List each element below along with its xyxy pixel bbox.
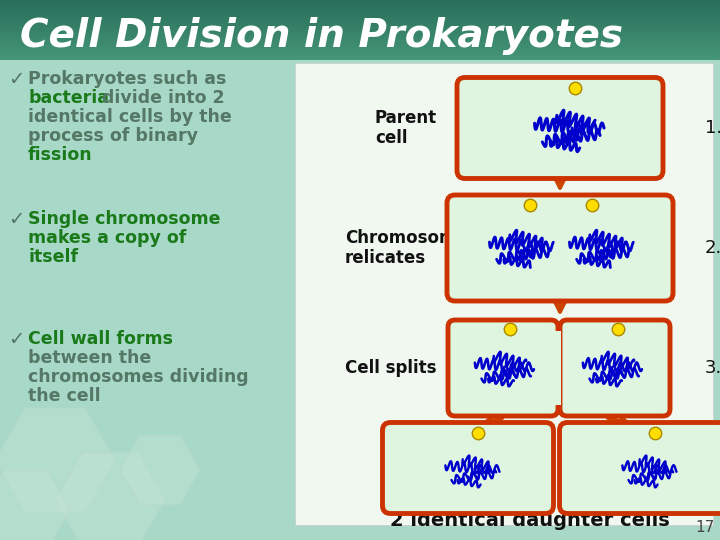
Bar: [0, 8, 720, 9]
Text: Chromosome
relicates: Chromosome relicates: [345, 228, 468, 267]
FancyBboxPatch shape: [448, 320, 558, 416]
Bar: [0, 17, 720, 18]
Bar: [0, 47, 720, 48]
Bar: [0, 31, 720, 32]
Bar: [0, 4, 720, 5]
Text: Single chromosome: Single chromosome: [28, 210, 220, 228]
Bar: [0, 2, 720, 3]
Bar: [0, 23, 720, 24]
Text: 2.: 2.: [705, 239, 720, 257]
Text: 4.: 4.: [705, 459, 720, 477]
Text: identical cells by the: identical cells by the: [28, 108, 232, 126]
Text: 17: 17: [696, 521, 715, 536]
Text: 2 identical daughter cells: 2 identical daughter cells: [390, 510, 670, 530]
Bar: [0, 44, 720, 45]
Bar: [0, 28, 720, 29]
Bar: [0, 12, 720, 13]
Bar: [0, 9, 720, 10]
Text: divide into 2: divide into 2: [96, 89, 225, 107]
Bar: [0, 29, 720, 30]
Bar: [0, 51, 720, 52]
Bar: [0, 32, 720, 33]
Bar: [0, 57, 720, 58]
Text: 3.: 3.: [705, 359, 720, 377]
Text: fission: fission: [28, 146, 93, 164]
Bar: [0, 45, 720, 46]
Bar: [0, 7, 720, 8]
Bar: [0, 46, 720, 47]
Bar: [0, 39, 720, 40]
Bar: [0, 30, 720, 31]
FancyBboxPatch shape: [457, 78, 663, 179]
Text: between the: between the: [28, 349, 151, 367]
Bar: [0, 0, 720, 1]
Bar: [0, 1, 720, 2]
Text: ✓: ✓: [8, 70, 24, 89]
Text: the cell: the cell: [28, 387, 101, 405]
FancyBboxPatch shape: [447, 195, 673, 301]
Bar: [0, 55, 720, 56]
Bar: [295, 63, 713, 525]
Bar: [0, 22, 720, 23]
Bar: [0, 6, 720, 7]
Bar: [0, 53, 720, 54]
Bar: [0, 41, 720, 42]
Text: Prokaryotes such as: Prokaryotes such as: [28, 70, 226, 88]
Bar: [0, 49, 720, 50]
Bar: [0, 25, 720, 26]
Bar: [0, 33, 720, 34]
Bar: [0, 34, 720, 35]
Bar: [0, 3, 720, 4]
Text: 1.: 1.: [705, 119, 720, 137]
Text: ✓: ✓: [8, 330, 24, 349]
Bar: [0, 10, 720, 11]
Bar: [0, 52, 720, 53]
Bar: [0, 24, 720, 25]
Bar: [0, 21, 720, 22]
FancyBboxPatch shape: [559, 422, 720, 514]
Bar: [541, 331, 561, 405]
Bar: [0, 26, 720, 27]
Bar: [0, 50, 720, 51]
FancyBboxPatch shape: [560, 320, 670, 416]
Text: process of binary: process of binary: [28, 127, 198, 145]
Bar: [0, 13, 720, 14]
Bar: [0, 54, 720, 55]
Text: Cell wall forms: Cell wall forms: [28, 330, 173, 348]
Bar: [0, 35, 720, 36]
Text: bacteria: bacteria: [28, 89, 109, 107]
Text: chromosomes dividing: chromosomes dividing: [28, 368, 248, 386]
Bar: [0, 14, 720, 15]
Text: itself: itself: [28, 248, 78, 266]
Bar: [0, 58, 720, 59]
Bar: [0, 42, 720, 43]
Text: Cell Division in Prokaryotes: Cell Division in Prokaryotes: [20, 17, 623, 55]
Bar: [0, 43, 720, 44]
Bar: [0, 38, 720, 39]
Bar: [0, 40, 720, 41]
Bar: [0, 11, 720, 12]
Bar: [0, 19, 720, 20]
Text: Cell splits: Cell splits: [345, 359, 436, 377]
Bar: [0, 5, 720, 6]
Text: makes a copy of: makes a copy of: [28, 229, 186, 247]
Bar: [0, 36, 720, 37]
Bar: [0, 20, 720, 21]
FancyBboxPatch shape: [382, 422, 554, 514]
Bar: [0, 56, 720, 57]
Bar: [0, 18, 720, 19]
Text: Parent
cell: Parent cell: [375, 109, 437, 147]
Bar: [0, 15, 720, 16]
Bar: [0, 59, 720, 60]
Text: ✓: ✓: [8, 210, 24, 229]
Bar: [0, 37, 720, 38]
Bar: [0, 27, 720, 28]
Bar: [0, 48, 720, 49]
Bar: [0, 16, 720, 17]
